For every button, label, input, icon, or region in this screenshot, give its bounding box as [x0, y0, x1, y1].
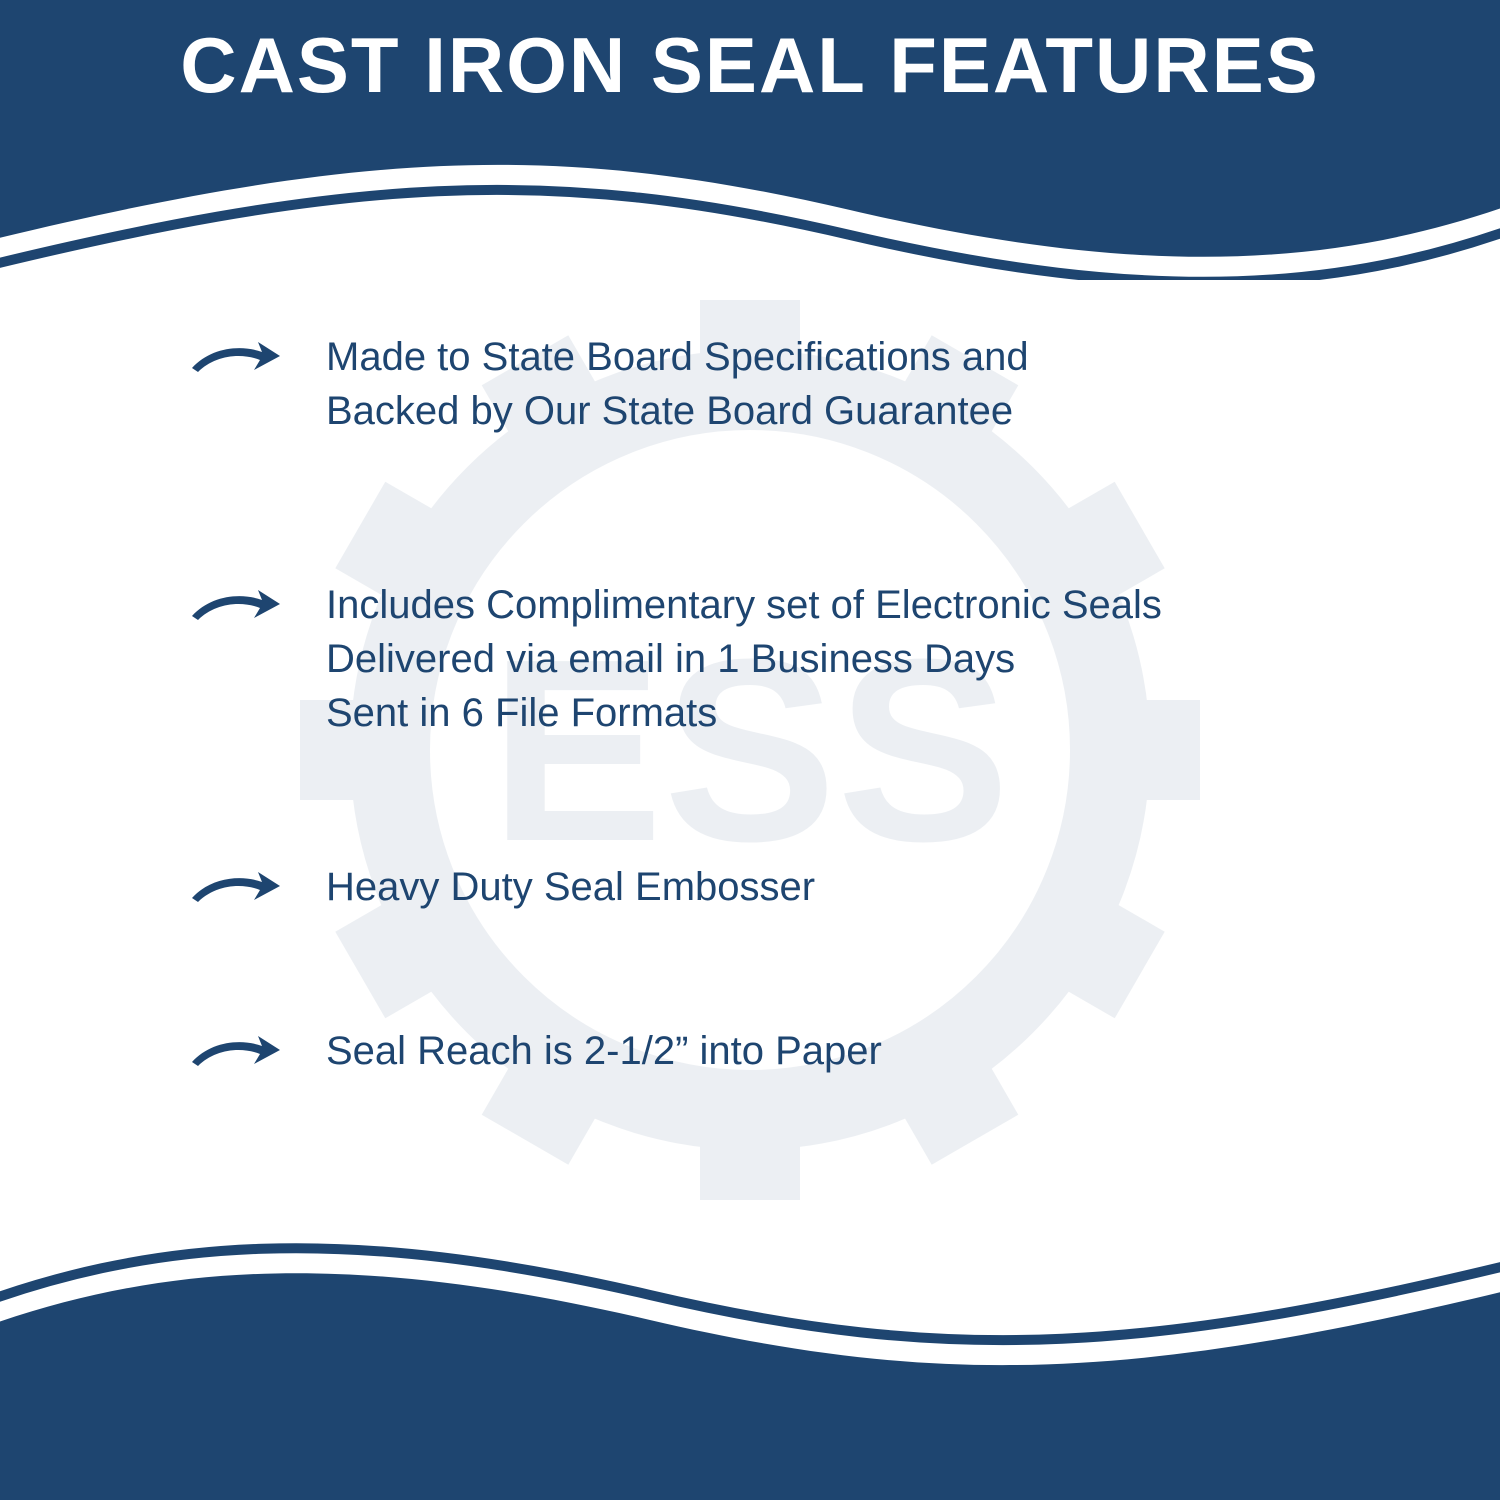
- header-band: CAST IRON SEAL FEATURES: [0, 0, 1500, 280]
- feature-text: Seal Reach is 2-1/2” into Paper: [326, 1024, 882, 1078]
- arrow-right-icon: [190, 868, 280, 908]
- feature-line: Delivered via email in 1 Business Days: [326, 637, 1015, 681]
- feature-line: Seal Reach is 2-1/2” into Paper: [326, 1029, 882, 1073]
- feature-line: Made to State Board Specifications and: [326, 335, 1029, 379]
- page-title: CAST IRON SEAL FEATURES: [0, 20, 1500, 111]
- arrow-right-icon: [190, 586, 280, 626]
- footer-wave: [0, 1220, 1500, 1400]
- feature-line: Heavy Duty Seal Embosser: [326, 865, 815, 909]
- feature-item: Seal Reach is 2-1/2” into Paper: [190, 1024, 1410, 1078]
- footer-band: [0, 1220, 1500, 1500]
- feature-text: Made to State Board Specifications and B…: [326, 330, 1029, 438]
- feature-item: Heavy Duty Seal Embosser: [190, 860, 1410, 914]
- feature-line: Sent in 6 File Formats: [326, 691, 717, 735]
- feature-item: Made to State Board Specifications and B…: [190, 330, 1410, 438]
- feature-line: Backed by Our State Board Guarantee: [326, 389, 1013, 433]
- header-wave: [0, 130, 1500, 280]
- feature-item: Includes Complimentary set of Electronic…: [190, 578, 1410, 740]
- features-list: Made to State Board Specifications and B…: [190, 330, 1410, 1188]
- feature-text: Includes Complimentary set of Electronic…: [326, 578, 1162, 740]
- arrow-right-icon: [190, 1032, 280, 1072]
- feature-line: Includes Complimentary set of Electronic…: [326, 583, 1162, 627]
- feature-text: Heavy Duty Seal Embosser: [326, 860, 815, 914]
- arrow-right-icon: [190, 338, 280, 378]
